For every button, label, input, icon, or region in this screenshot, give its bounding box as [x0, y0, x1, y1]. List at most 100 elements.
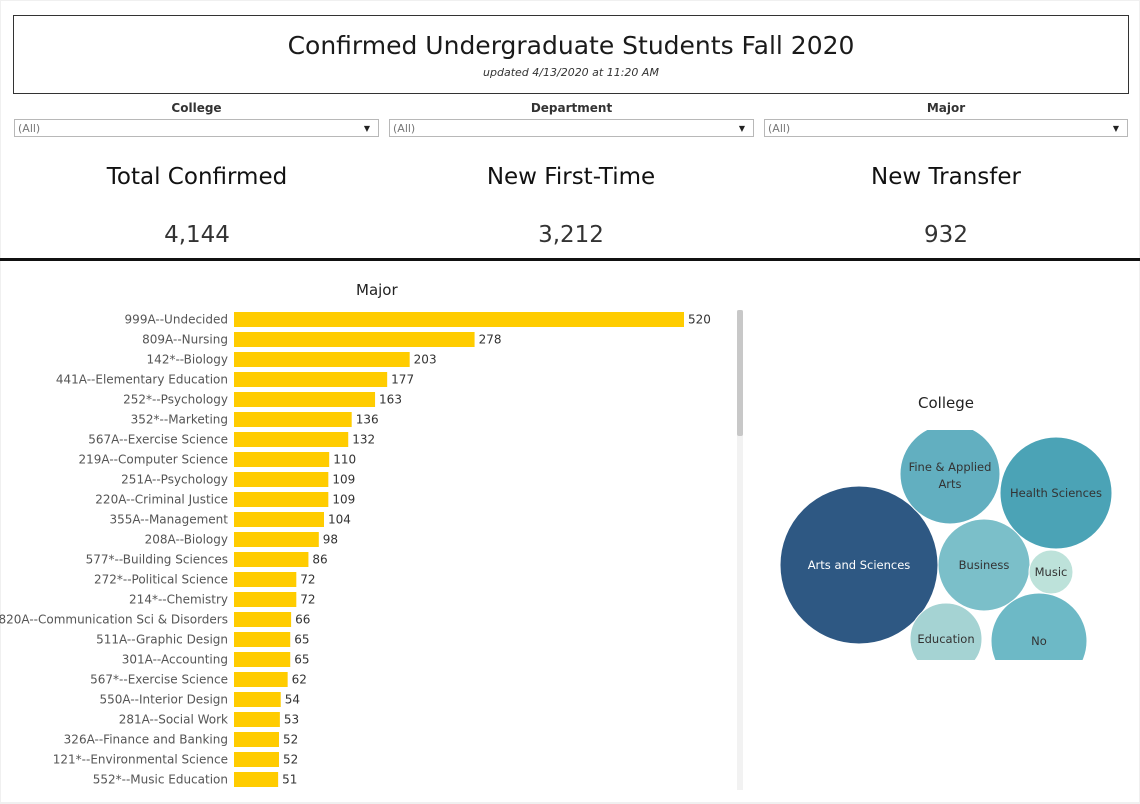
major-label: 352*--Marketing	[131, 413, 228, 427]
chevron-down-icon: ▼	[363, 124, 370, 133]
kpi-new-first-time-value: 3,212	[538, 222, 604, 248]
filter-major: Major (All) ▼	[764, 100, 1128, 137]
major-bar-chart: 999A--Undecided 520 809A--Nursing 278 142*--…	[0, 312, 711, 787]
filter-department-label: Department	[530, 101, 613, 115]
major-dropdown-value: (All)	[768, 122, 791, 135]
college-bubble[interactable]	[909, 602, 983, 660]
major-bar[interactable]	[234, 432, 349, 447]
college-bubble[interactable]	[990, 592, 1088, 660]
major-label: 550A--Interior Design	[99, 693, 228, 707]
major-label: 251A--Psychology	[121, 473, 228, 487]
major-label: 272*--Political Science	[94, 573, 228, 587]
kpi-total-confirmed: Total Confirmed 4,144	[47, 160, 347, 252]
major-value-label: 52	[283, 733, 298, 747]
filter-college-label: College	[171, 101, 222, 115]
major-bar[interactable]	[234, 692, 281, 707]
major-bar[interactable]	[234, 372, 388, 387]
college-bubble[interactable]	[1028, 549, 1074, 595]
major-value-label: 62	[292, 673, 307, 687]
major-value-label: 177	[391, 373, 414, 387]
major-bar[interactable]	[234, 592, 297, 607]
major-bar[interactable]	[234, 672, 288, 687]
major-label: 301A--Accounting	[122, 653, 228, 667]
major-bar[interactable]	[234, 772, 279, 787]
college-dropdown[interactable]: (All) ▼	[14, 119, 379, 137]
chevron-down-icon: ▼	[738, 124, 745, 133]
major-value-label: 86	[312, 553, 327, 567]
kpi-new-first-time-label: New First-Time	[486, 164, 656, 190]
college-bubble-label: Arts	[938, 477, 961, 491]
kpi-new-first-time: New First-Time 3,212	[421, 160, 721, 252]
major-bar[interactable]	[234, 412, 352, 427]
major-value-label: 72	[300, 593, 315, 607]
kpi-total-confirmed-value: 4,144	[164, 222, 230, 248]
major-label: 214*--Chemistry	[129, 593, 228, 607]
major-bar[interactable]	[234, 452, 330, 467]
major-label: 577*--Building Sciences	[86, 553, 228, 567]
major-value-label: 136	[356, 413, 379, 427]
major-label: 999A--Undecided	[125, 313, 228, 327]
major-bar[interactable]	[234, 712, 280, 727]
major-bar[interactable]	[234, 392, 376, 407]
major-value-label: 109	[332, 473, 355, 487]
major-bar[interactable]	[234, 352, 410, 367]
filter-department: Department (All) ▼	[389, 100, 754, 137]
major-value-label: 109	[332, 493, 355, 507]
major-bar[interactable]	[234, 572, 297, 587]
major-bar[interactable]	[234, 332, 475, 347]
department-dropdown[interactable]: (All) ▼	[389, 119, 754, 137]
major-value-label: 53	[284, 713, 299, 727]
major-value-label: 104	[328, 513, 351, 527]
major-label: 326A--Finance and Banking	[64, 733, 228, 747]
major-bar[interactable]	[234, 612, 292, 627]
college-bubble-label: Business	[959, 558, 1010, 572]
major-label: 142*--Biology	[147, 353, 228, 367]
kpi-new-transfer-label: New Transfer	[871, 164, 1021, 190]
major-dropdown[interactable]: (All) ▼	[764, 119, 1128, 137]
major-value-label: 54	[285, 693, 300, 707]
filter-college: College (All) ▼	[14, 100, 379, 137]
filter-major-label: Major	[926, 101, 966, 115]
major-label: 511A--Graphic Design	[96, 633, 228, 647]
title-panel: Confirmed Undergraduate Students Fall 20…	[13, 15, 1129, 94]
college-bubble-label: Education	[917, 632, 974, 646]
major-bar[interactable]	[234, 752, 279, 767]
college-bubble[interactable]	[899, 430, 1001, 525]
major-value-label: 278	[479, 333, 502, 347]
college-bubble-label: Arts and Sciences	[808, 558, 911, 572]
college-bubble-label: Fine & Applied	[909, 460, 992, 474]
kpi-new-transfer: New Transfer 932	[796, 160, 1096, 252]
major-label: 220A--Criminal Justice	[95, 493, 228, 507]
major-bar[interactable]	[234, 652, 291, 667]
chart-scrollbar[interactable]	[737, 310, 743, 790]
updated-timestamp: updated 4/13/2020 at 11:20 AM	[483, 66, 659, 79]
major-bar[interactable]	[234, 492, 329, 507]
major-bar[interactable]	[234, 532, 319, 547]
major-bar[interactable]	[234, 312, 684, 327]
college-dropdown-value: (All)	[18, 122, 41, 135]
college-chart-title: College	[918, 394, 974, 412]
major-value-label: 51	[282, 773, 297, 787]
major-label: 355A--Management	[109, 513, 228, 527]
college-bubble-label: Health Sciences	[1010, 486, 1102, 500]
major-bar[interactable]	[234, 632, 291, 647]
major-label: 552*--Music Education	[93, 773, 228, 787]
major-bar[interactable]	[234, 512, 324, 527]
major-value-label: 65	[294, 633, 309, 647]
chevron-down-icon: ▼	[1112, 124, 1119, 133]
college-bubble[interactable]	[999, 436, 1113, 550]
major-label: 121*--Environmental Science	[53, 753, 228, 767]
college-bubble-label: Music	[1035, 565, 1068, 579]
major-bar[interactable]	[234, 552, 309, 567]
page-title: Confirmed Undergraduate Students Fall 20…	[287, 31, 855, 60]
college-bubble-label: No	[1031, 634, 1047, 648]
college-bubble-chart: Arts and Sciences Fine & Applied Arts Healt…	[779, 430, 1113, 660]
kpi-total-confirmed-label: Total Confirmed	[106, 164, 288, 190]
major-bar[interactable]	[234, 732, 279, 747]
major-label: 820A--Communication Sci & Disorders	[0, 613, 228, 627]
major-label: 219A--Computer Science	[79, 453, 229, 467]
major-bar[interactable]	[234, 472, 329, 487]
chart-scrollbar-thumb[interactable]	[737, 310, 743, 436]
major-chart-title: Major	[356, 281, 398, 299]
major-label: 441A--Elementary Education	[56, 373, 228, 387]
